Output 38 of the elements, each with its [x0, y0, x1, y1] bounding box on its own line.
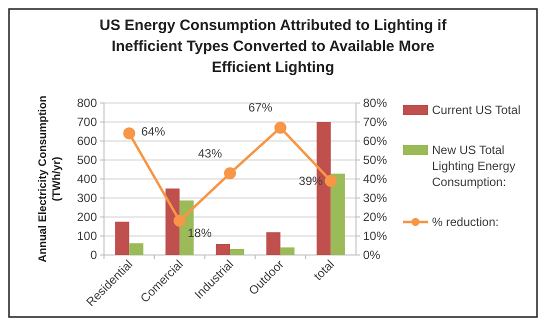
- point: [224, 167, 236, 180]
- point: [324, 174, 337, 187]
- y-tick-label: 800: [76, 96, 98, 110]
- legend-label: Current US Total: [432, 103, 520, 117]
- bar: [266, 232, 280, 255]
- y2-tick-label: 50%: [363, 153, 388, 167]
- y2-tick-label: 60%: [363, 134, 388, 148]
- y-axis-title: Annual Electricity Consumption (TWh/yr): [37, 95, 63, 262]
- y2-tick-label: 20%: [363, 210, 388, 224]
- bar: [216, 244, 230, 255]
- y2-tick-label: 10%: [363, 229, 388, 243]
- y2-tick-label: 70%: [363, 115, 388, 129]
- point: [174, 214, 186, 227]
- data-label: 43%: [198, 146, 222, 160]
- y-tick-label: 100: [76, 229, 98, 243]
- bar: [129, 243, 144, 255]
- bar: [230, 248, 244, 255]
- data-label: 64%: [141, 124, 166, 138]
- point: [274, 122, 286, 134]
- bar: [115, 222, 130, 255]
- legend-label: New US Total Lighting Energy Consumption:: [432, 143, 516, 189]
- y-tick-label: 300: [76, 191, 98, 205]
- data-label: 67%: [248, 100, 273, 115]
- bar: [280, 247, 295, 255]
- y-tick-label: 0: [90, 248, 98, 262]
- point: [123, 127, 136, 140]
- y-tick-label: 200: [76, 210, 98, 224]
- legend-label: % reduction:: [432, 215, 499, 229]
- y-tick-label: 400: [76, 172, 98, 186]
- y-tick-label: 500: [76, 153, 98, 167]
- y2-tick-label: 30%: [363, 191, 388, 205]
- y-tick-label: 600: [76, 134, 98, 148]
- bar: [330, 174, 345, 255]
- y2-tick-label: 40%: [363, 172, 388, 186]
- y2-tick-label: 0%: [363, 248, 381, 262]
- chart-title: US Energy Consumption Attributed to Lighting if Inefficient Types Converted to Available More Efficient Lighting: [100, 17, 448, 76]
- y2-tick-label: 80%: [363, 96, 388, 110]
- y-tick-label: 700: [76, 115, 98, 129]
